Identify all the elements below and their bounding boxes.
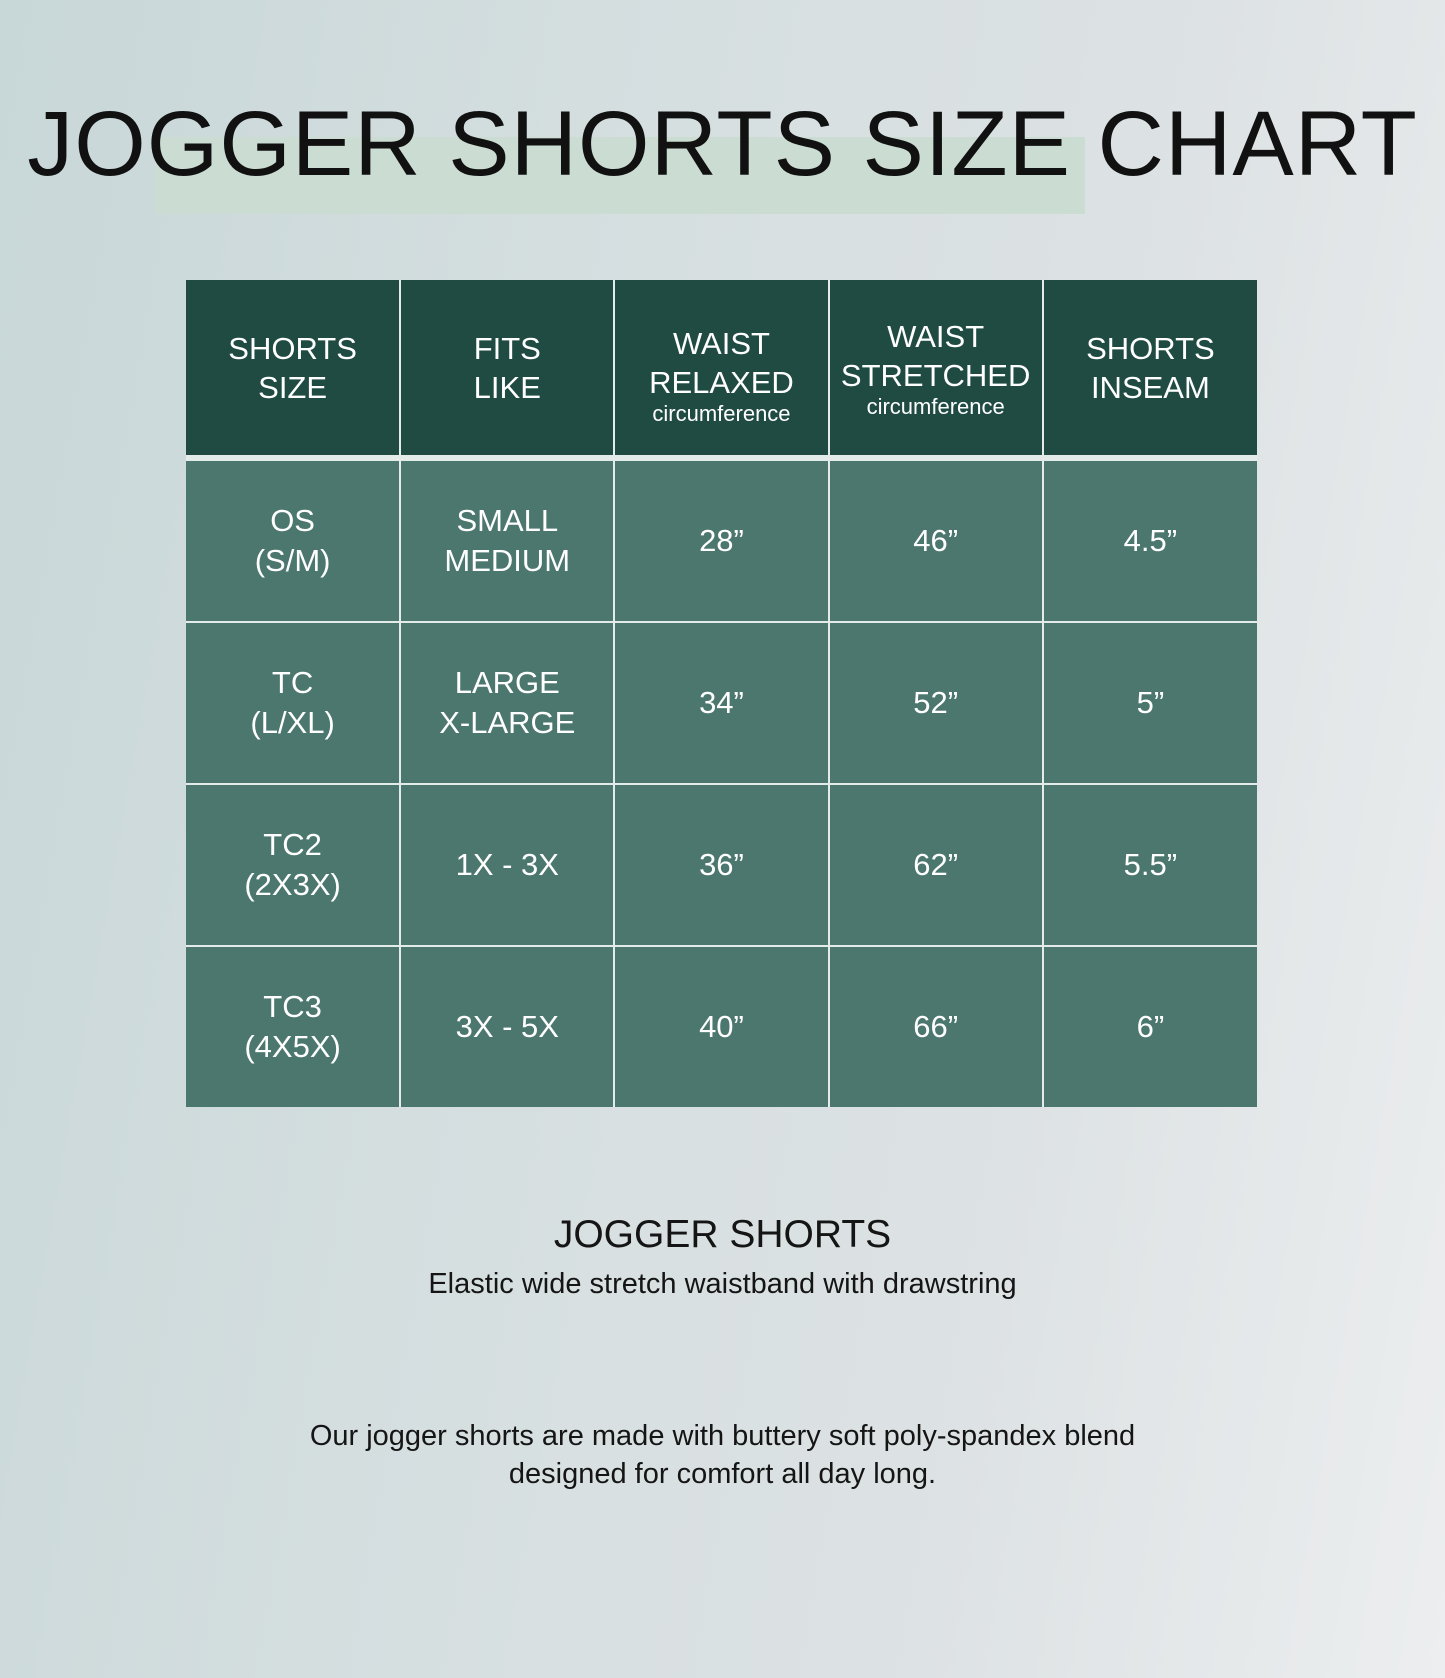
cell-inseam: 6” xyxy=(1041,945,1257,1107)
product-description-line1: Our jogger shorts are made with buttery … xyxy=(309,1420,1136,1452)
cell-fit: 1X - 3X xyxy=(399,783,616,947)
size-range: (S/M) xyxy=(254,543,331,578)
cell-fit: LARGE X-LARGE xyxy=(399,621,616,785)
header-line: SHORTS xyxy=(228,330,357,366)
cell-size: TC2 (2X3X) xyxy=(186,783,402,947)
cell-fit: SMALL MEDIUM xyxy=(399,457,616,623)
product-name: JOGGER SHORTS xyxy=(553,1213,892,1256)
table-row: TC (L/XL) LARGE X-LARGE 34” 52” 5” xyxy=(186,621,1257,785)
size-code: TC3 xyxy=(263,989,322,1024)
header-line: FITS xyxy=(473,330,541,366)
title-highlight xyxy=(155,137,1085,214)
header-sub: circumference xyxy=(866,393,1005,419)
fit-line: SMALL xyxy=(456,503,559,538)
cell-size: OS (S/M) xyxy=(186,457,402,623)
header-fits-like: FITS LIKE xyxy=(399,280,616,461)
cell-size: TC (L/XL) xyxy=(186,621,402,785)
header-line: WAIST xyxy=(672,326,770,361)
header-line: SHORTS xyxy=(1086,330,1215,366)
table-row: TC3 (4X5X) 3X - 5X 40” 66” 6” xyxy=(186,945,1257,1107)
cell-waist-stretched: 46” xyxy=(827,457,1044,623)
header-line: WAIST xyxy=(887,318,985,354)
size-range: (4X5X) xyxy=(244,1029,341,1064)
header-sub: circumference xyxy=(652,401,791,426)
fit-line: LARGE xyxy=(454,665,560,700)
fit-line: MEDIUM xyxy=(444,543,571,578)
product-description-line2: designed for comfort all day long. xyxy=(508,1458,937,1490)
cell-inseam: 4.5” xyxy=(1041,457,1257,623)
cell-waist-stretched: 52” xyxy=(827,621,1044,785)
cell-waist-stretched: 62” xyxy=(827,783,1044,947)
page-title: JOGGER SHORTS SIZE CHART xyxy=(27,93,1418,195)
header-line: STRETCHED xyxy=(840,357,1031,393)
cell-inseam: 5.5” xyxy=(1041,783,1257,947)
header-shorts-inseam: SHORTS INSEAM xyxy=(1041,280,1257,461)
cell-waist-relaxed: 28” xyxy=(613,457,830,623)
header-waist-relaxed: WAIST RELAXED circumference xyxy=(613,280,830,461)
table-header-row: SHORTS SIZE FITS LIKE WAIST RELAXED circumfe… xyxy=(186,280,1257,461)
size-code: TC xyxy=(271,665,314,700)
header-line: RELAXED xyxy=(649,365,794,400)
product-tagline: Elastic wide stretch waistband with draw… xyxy=(428,1268,1017,1300)
cell-waist-stretched: 66” xyxy=(827,945,1044,1107)
table-row: TC2 (2X3X) 1X - 3X 36” 62” 5.5” xyxy=(186,783,1257,947)
cell-fit: 3X - 5X xyxy=(399,945,616,1107)
cell-waist-relaxed: 40” xyxy=(613,945,830,1107)
cell-size: TC3 (4X5X) xyxy=(186,945,402,1107)
size-range: (2X3X) xyxy=(244,867,341,902)
header-line: LIKE xyxy=(473,369,541,405)
header-waist-stretched: WAIST STRETCHED circumference xyxy=(827,280,1044,461)
size-chart-table: SHORTS SIZE FITS LIKE WAIST RELAXED circumfe… xyxy=(186,280,1257,1107)
cell-waist-relaxed: 36” xyxy=(613,783,830,947)
size-range: (L/XL) xyxy=(250,705,335,740)
size-code: OS xyxy=(270,503,315,538)
header-line: SIZE xyxy=(258,369,328,405)
fit-line: X-LARGE xyxy=(439,705,576,740)
cell-inseam: 5” xyxy=(1041,621,1257,785)
cell-waist-relaxed: 34” xyxy=(613,621,830,785)
header-shorts-size: SHORTS SIZE xyxy=(186,280,402,461)
table-row: OS (S/M) SMALL MEDIUM 28” 46” 4.5” xyxy=(186,457,1257,623)
size-code: TC2 xyxy=(263,827,322,862)
header-line: INSEAM xyxy=(1090,369,1210,405)
